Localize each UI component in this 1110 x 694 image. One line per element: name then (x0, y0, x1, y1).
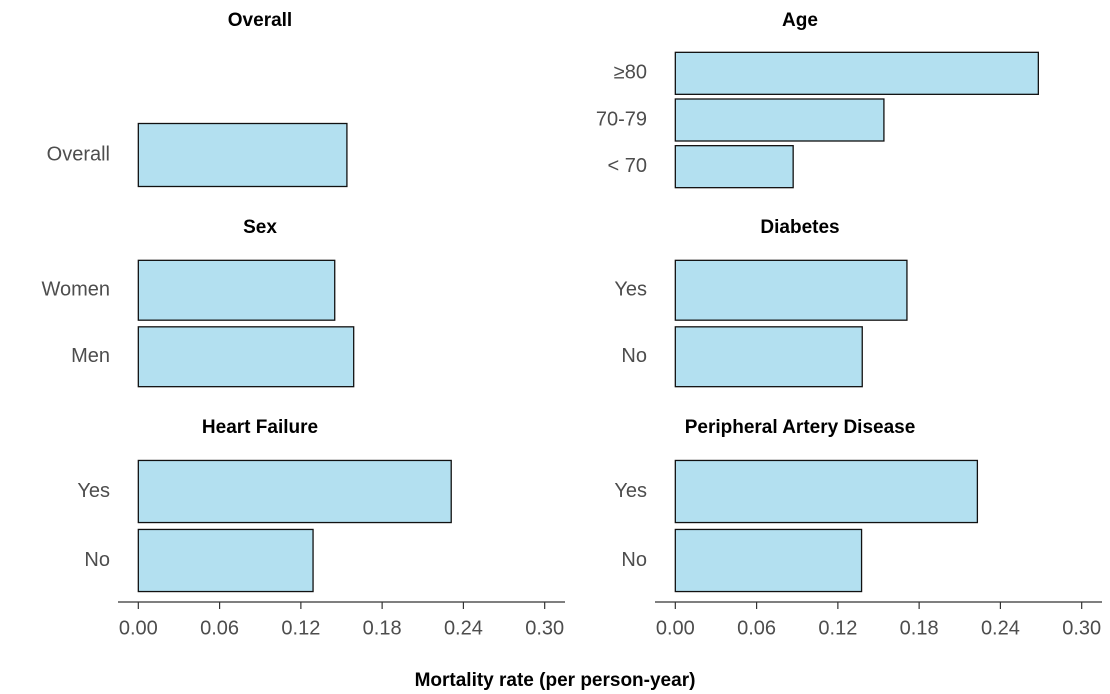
bar (137, 528, 314, 593)
x-tick-label: 0.30 (1062, 617, 1101, 639)
x-tick-label: 0.06 (200, 617, 239, 639)
category-label: Yes (77, 480, 110, 502)
panel-title: Sex (243, 217, 277, 238)
bar (137, 259, 336, 321)
x-tick-label: 0.24 (981, 617, 1020, 639)
category-label: Women (41, 279, 110, 301)
category-label: Men (71, 345, 110, 367)
category-label: No (621, 345, 647, 367)
x-axis-label: Mortality rate (per person-year) (415, 670, 696, 691)
panel-title: Age (782, 10, 818, 31)
panel-title: Overall (228, 10, 292, 31)
category-label: No (84, 549, 110, 571)
panel-title: Heart Failure (202, 417, 318, 438)
bar (137, 459, 452, 524)
category-label: Overall (47, 143, 110, 165)
category-label: < 70 (608, 155, 647, 177)
bar (674, 145, 794, 189)
bar (137, 122, 348, 188)
panel-title: Peripheral Artery Disease (685, 417, 916, 438)
panel-title: Diabetes (760, 217, 839, 238)
x-tick-label: 0.18 (900, 617, 939, 639)
bar (137, 326, 355, 388)
category-label: ≥80 (614, 62, 647, 84)
x-tick-label: 0.30 (525, 617, 564, 639)
bar (674, 528, 863, 593)
bar (674, 326, 863, 388)
x-tick-label: 0.12 (818, 617, 857, 639)
category-label: No (621, 549, 647, 571)
x-tick-label: 0.18 (363, 617, 402, 639)
x-tick-label: 0.12 (281, 617, 320, 639)
category-label: 70-79 (596, 108, 647, 130)
x-tick-label: 0.24 (444, 617, 483, 639)
bar (674, 259, 908, 321)
x-tick-label: 0.00 (119, 617, 158, 639)
bar (674, 459, 979, 524)
x-tick-label: 0.06 (737, 617, 776, 639)
category-label: Yes (614, 279, 647, 301)
category-label: Yes (614, 480, 647, 502)
bar (674, 98, 885, 142)
bar (674, 51, 1039, 95)
x-tick-label: 0.00 (656, 617, 695, 639)
